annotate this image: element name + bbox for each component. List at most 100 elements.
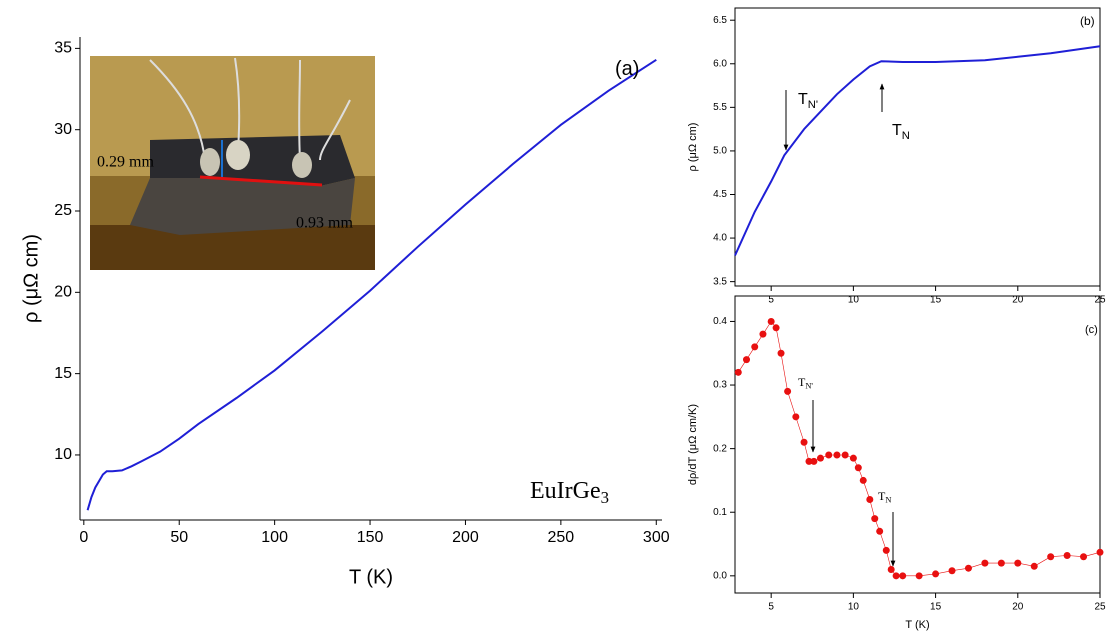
- annotation: (b): [1080, 14, 1095, 28]
- data-point: [997, 559, 1005, 567]
- data-point: [866, 496, 874, 504]
- annotation-subscript: N: [902, 130, 910, 142]
- annotation: TN: [892, 122, 910, 142]
- annotation-text: (c): [1085, 324, 1098, 336]
- data-point: [854, 464, 862, 472]
- x-tick-label: 15: [930, 602, 942, 613]
- y-tick-label: 3.5: [713, 276, 727, 287]
- annotation-text: T: [892, 122, 902, 139]
- y-axis-label: ρ (μΩ cm): [20, 234, 42, 323]
- data-point: [743, 356, 751, 364]
- x-tick-label: 100: [261, 529, 288, 546]
- x-tick-label: 150: [357, 529, 384, 546]
- data-point: [1014, 559, 1022, 567]
- annotation-subscript: N': [805, 382, 813, 391]
- data-point: [759, 330, 767, 338]
- data-point: [816, 454, 824, 462]
- y-tick-label: 10: [54, 446, 72, 463]
- data-point: [932, 570, 940, 578]
- annotation: (a): [615, 58, 639, 80]
- data-point: [800, 438, 808, 446]
- x-tick-label: 10: [848, 295, 860, 306]
- data-line: [86, 58, 657, 511]
- data-point: [887, 565, 895, 573]
- y-tick-label: 4.5: [713, 189, 727, 200]
- x-tick-label: 20: [1012, 295, 1024, 306]
- data-point: [777, 349, 785, 357]
- y-tick-label: 0.0: [713, 570, 727, 581]
- y-tick-label: 5.5: [713, 102, 727, 113]
- data-point: [915, 572, 923, 580]
- x-tick-label: 5: [768, 602, 774, 613]
- y-tick-label: 6.0: [713, 58, 727, 69]
- annotation-text: T: [798, 91, 808, 108]
- y-tick-label: 35: [54, 40, 72, 57]
- y-axis-label: ρ (μΩ cm): [687, 123, 699, 172]
- y-tick-label: 30: [54, 121, 72, 138]
- annotation-text: EuIrGe: [530, 478, 601, 504]
- data-point: [876, 527, 884, 535]
- data-line: [734, 45, 1101, 256]
- x-tick-label: 250: [548, 529, 575, 546]
- plot-frame: [734, 295, 1101, 594]
- y-tick-label: 15: [54, 365, 72, 382]
- data-point: [981, 559, 989, 567]
- inset-label: 0.29 mm: [97, 154, 154, 171]
- data-point: [899, 572, 907, 580]
- x-tick-label: 50: [170, 529, 188, 546]
- data-point: [792, 413, 800, 421]
- x-tick-label: 0: [79, 529, 88, 546]
- plot-frame: [734, 7, 1101, 287]
- annotation-subscript: N': [808, 99, 818, 111]
- data-point: [1030, 562, 1038, 570]
- data-point: [805, 457, 813, 465]
- data-point: [1080, 553, 1088, 561]
- data-point: [948, 567, 956, 575]
- data-point: [892, 572, 900, 580]
- y-tick-label: 20: [54, 284, 72, 301]
- data-point: [1047, 553, 1055, 561]
- y-tick-label: 0.3: [713, 380, 727, 391]
- connector-line: [738, 320, 1101, 577]
- data-point: [849, 454, 857, 462]
- annotation-text: T: [798, 375, 806, 389]
- y-tick-label: 0.4: [713, 316, 727, 327]
- annotation: TN: [878, 489, 891, 505]
- y-tick-label: 0.1: [713, 507, 727, 518]
- x-axis-label: T (K): [905, 619, 929, 631]
- annotation: TN': [798, 375, 813, 391]
- data-point: [751, 343, 759, 351]
- x-tick-label: 25: [1094, 602, 1106, 613]
- annotation-subscript: 3: [601, 488, 609, 507]
- data-point: [825, 451, 833, 459]
- y-tick-label: 0.2: [713, 443, 727, 454]
- inset-photo: 0.29 mm 0.93 mm: [90, 56, 375, 270]
- y-tick-label: 4.0: [713, 233, 727, 244]
- y-axis-label: dρ/dT (μΩ cm/K): [687, 404, 699, 485]
- x-tick-label: 300: [643, 529, 670, 546]
- x-tick-label: 10: [848, 602, 860, 613]
- data-point: [841, 451, 849, 459]
- data-point: [871, 515, 879, 523]
- data-point: [859, 476, 867, 484]
- x-tick-label: 5: [768, 295, 774, 306]
- x-tick-label: 15: [930, 295, 942, 306]
- data-point: [767, 317, 775, 325]
- y-tick-label: 25: [54, 202, 72, 219]
- data-point: [784, 387, 792, 395]
- data-point: [1063, 551, 1071, 559]
- data-point: [833, 451, 841, 459]
- data-point: [772, 324, 780, 332]
- annotation: EuIrGe3: [530, 478, 609, 508]
- data-point: [810, 457, 818, 465]
- y-tick-label: 6.5: [713, 15, 727, 26]
- annotation: (c): [1085, 324, 1098, 336]
- data-point: [882, 546, 890, 554]
- data-point: [734, 368, 742, 376]
- annotation: TN': [798, 91, 818, 111]
- x-axis-label: T (K): [349, 566, 393, 588]
- annotation-text: T: [878, 489, 886, 503]
- x-tick-label: 200: [452, 529, 479, 546]
- data-point: [1096, 548, 1104, 556]
